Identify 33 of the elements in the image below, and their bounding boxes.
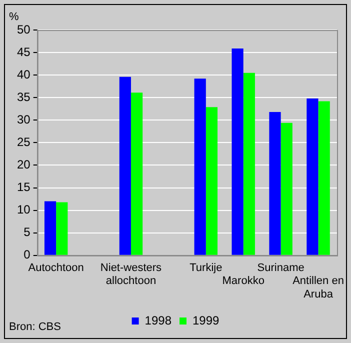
bar: [56, 202, 68, 255]
bar: [44, 201, 56, 255]
x-tick-label: Niet-westers allochtoon: [100, 262, 162, 288]
bar: [243, 72, 255, 255]
bar: [280, 122, 292, 255]
text: Bron: CBS: [9, 321, 61, 333]
bar: [232, 48, 244, 255]
y-tick-label: 40: [16, 67, 31, 82]
y-tick-label: 25: [16, 135, 31, 150]
bar: [119, 76, 131, 255]
legend-label: 1999: [192, 313, 220, 328]
x-tick-label: Autochtoon: [28, 262, 84, 274]
y-tick-label: 20: [16, 158, 31, 172]
bar: [206, 107, 218, 255]
x-tick-label: Marokko: [222, 275, 264, 288]
y-tick-label: 35: [16, 90, 31, 104]
bar: [306, 98, 318, 255]
y-tick-label: 30: [16, 112, 31, 126]
bar: [318, 101, 330, 255]
y-tick-label: 15: [16, 180, 31, 194]
x-tick-label: Antillen en Aruba: [292, 275, 344, 300]
x-tick-label: Turkije: [190, 262, 222, 274]
bar: [130, 92, 143, 255]
y-axis-title: %: [9, 11, 19, 23]
bar: [194, 78, 206, 255]
y-tick-label: 50: [16, 22, 31, 36]
y-tick-label: 0: [24, 248, 31, 262]
y-tick-label: 45: [16, 44, 31, 59]
legend-label: 1998: [144, 313, 172, 328]
y-tick-label: 5: [24, 225, 31, 240]
y-tick-label: 10: [16, 202, 31, 217]
bar: [269, 112, 281, 255]
x-tick-label: Suriname: [257, 262, 304, 274]
